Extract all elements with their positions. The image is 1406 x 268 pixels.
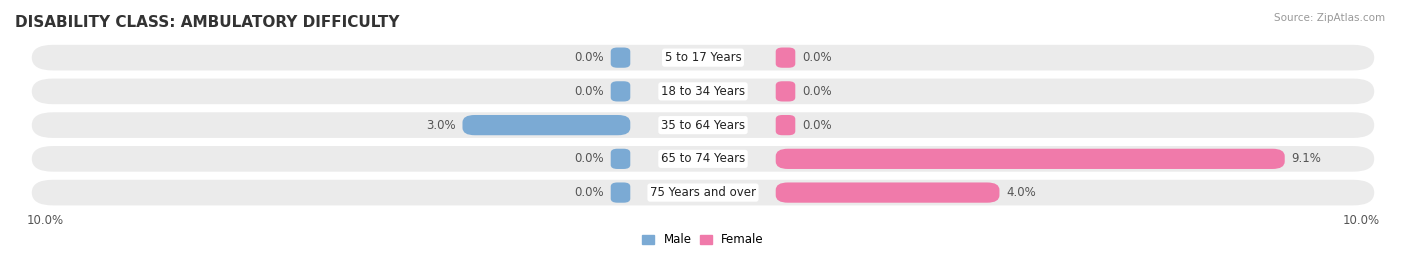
Text: 0.0%: 0.0% [801,51,831,64]
Text: 75 Years and over: 75 Years and over [650,186,756,199]
FancyBboxPatch shape [776,183,1000,203]
Text: 0.0%: 0.0% [575,152,605,165]
Text: 0.0%: 0.0% [801,85,831,98]
Text: DISABILITY CLASS: AMBULATORY DIFFICULTY: DISABILITY CLASS: AMBULATORY DIFFICULTY [15,15,399,30]
FancyBboxPatch shape [32,79,1374,104]
Text: 3.0%: 3.0% [426,119,456,132]
Text: 0.0%: 0.0% [801,119,831,132]
Legend: Male, Female: Male, Female [643,233,763,247]
FancyBboxPatch shape [776,47,796,68]
FancyBboxPatch shape [776,115,796,135]
FancyBboxPatch shape [463,115,630,135]
FancyBboxPatch shape [32,112,1374,138]
FancyBboxPatch shape [610,81,630,102]
Text: 5 to 17 Years: 5 to 17 Years [665,51,741,64]
FancyBboxPatch shape [610,149,630,169]
FancyBboxPatch shape [610,47,630,68]
Text: 65 to 74 Years: 65 to 74 Years [661,152,745,165]
Text: 4.0%: 4.0% [1007,186,1036,199]
Text: 10.0%: 10.0% [27,214,63,226]
Text: 0.0%: 0.0% [575,85,605,98]
FancyBboxPatch shape [610,183,630,203]
FancyBboxPatch shape [776,149,1285,169]
Text: 10.0%: 10.0% [1343,214,1379,226]
FancyBboxPatch shape [32,146,1374,172]
Text: 0.0%: 0.0% [575,186,605,199]
Text: 35 to 64 Years: 35 to 64 Years [661,119,745,132]
FancyBboxPatch shape [32,45,1374,70]
FancyBboxPatch shape [776,81,796,102]
Text: 18 to 34 Years: 18 to 34 Years [661,85,745,98]
Text: Source: ZipAtlas.com: Source: ZipAtlas.com [1274,13,1385,23]
Text: 9.1%: 9.1% [1292,152,1322,165]
FancyBboxPatch shape [32,180,1374,205]
Text: 0.0%: 0.0% [575,51,605,64]
